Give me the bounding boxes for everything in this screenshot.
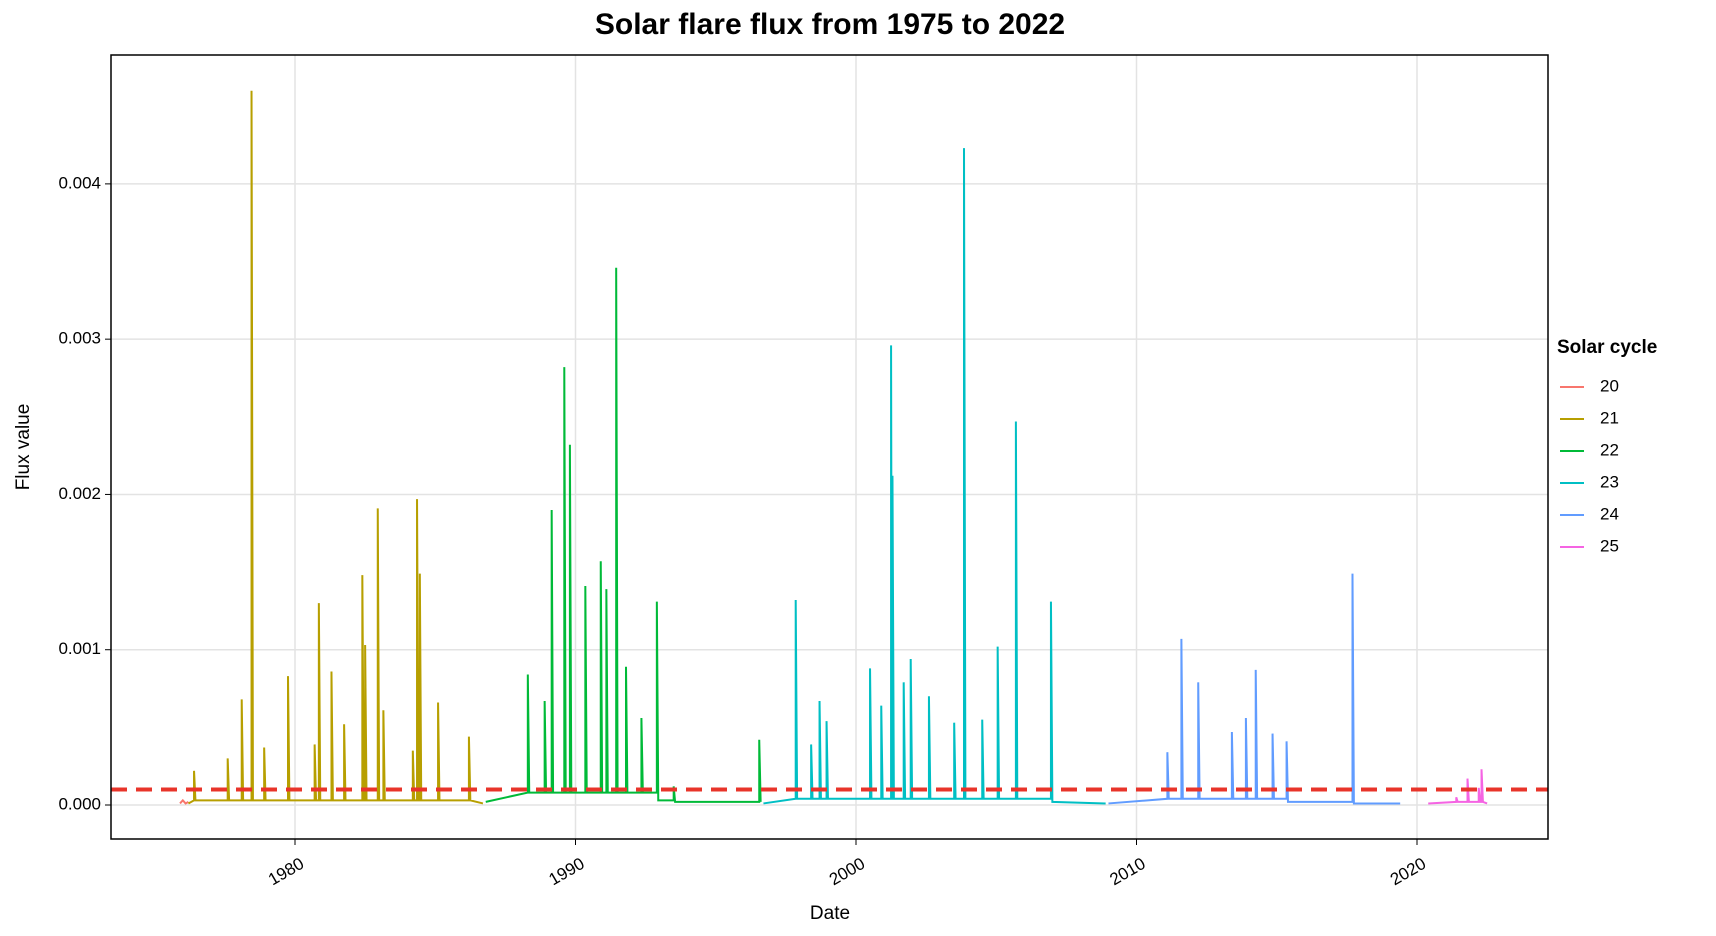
series-line [1428, 769, 1488, 805]
legend-label: 24 [1600, 504, 1619, 523]
x-tick-label: 2010 [1106, 854, 1148, 889]
y-tick-label: 0.001 [58, 639, 101, 658]
y-tick-label: 0.003 [58, 329, 101, 348]
legend-label: 25 [1600, 536, 1619, 555]
y-tick-label: 0.000 [58, 794, 101, 813]
x-tick-label: 2000 [826, 854, 868, 889]
series-line [763, 148, 1106, 805]
series-line [187, 90, 484, 805]
legend-label: 22 [1600, 440, 1619, 459]
y-tick-label: 0.002 [58, 484, 101, 503]
series-line [179, 798, 189, 805]
legend-label: 20 [1600, 376, 1619, 395]
legend-label: 21 [1600, 408, 1619, 427]
y-tick-label: 0.004 [58, 173, 101, 192]
x-axis-title: Date [810, 903, 850, 924]
chart-title: Solar flare flux from 1975 to 2022 [595, 8, 1065, 41]
x-tick-label: 2020 [1387, 854, 1429, 889]
series-line [485, 267, 762, 803]
series-line [1108, 573, 1401, 805]
legend-label: 23 [1600, 472, 1619, 491]
x-tick-label: 1980 [265, 854, 307, 889]
legend-title: Solar cycle [1557, 337, 1657, 358]
x-tick-label: 1990 [545, 854, 587, 889]
y-axis-title: Flux value [13, 404, 34, 491]
plot-frame [110, 54, 1549, 840]
